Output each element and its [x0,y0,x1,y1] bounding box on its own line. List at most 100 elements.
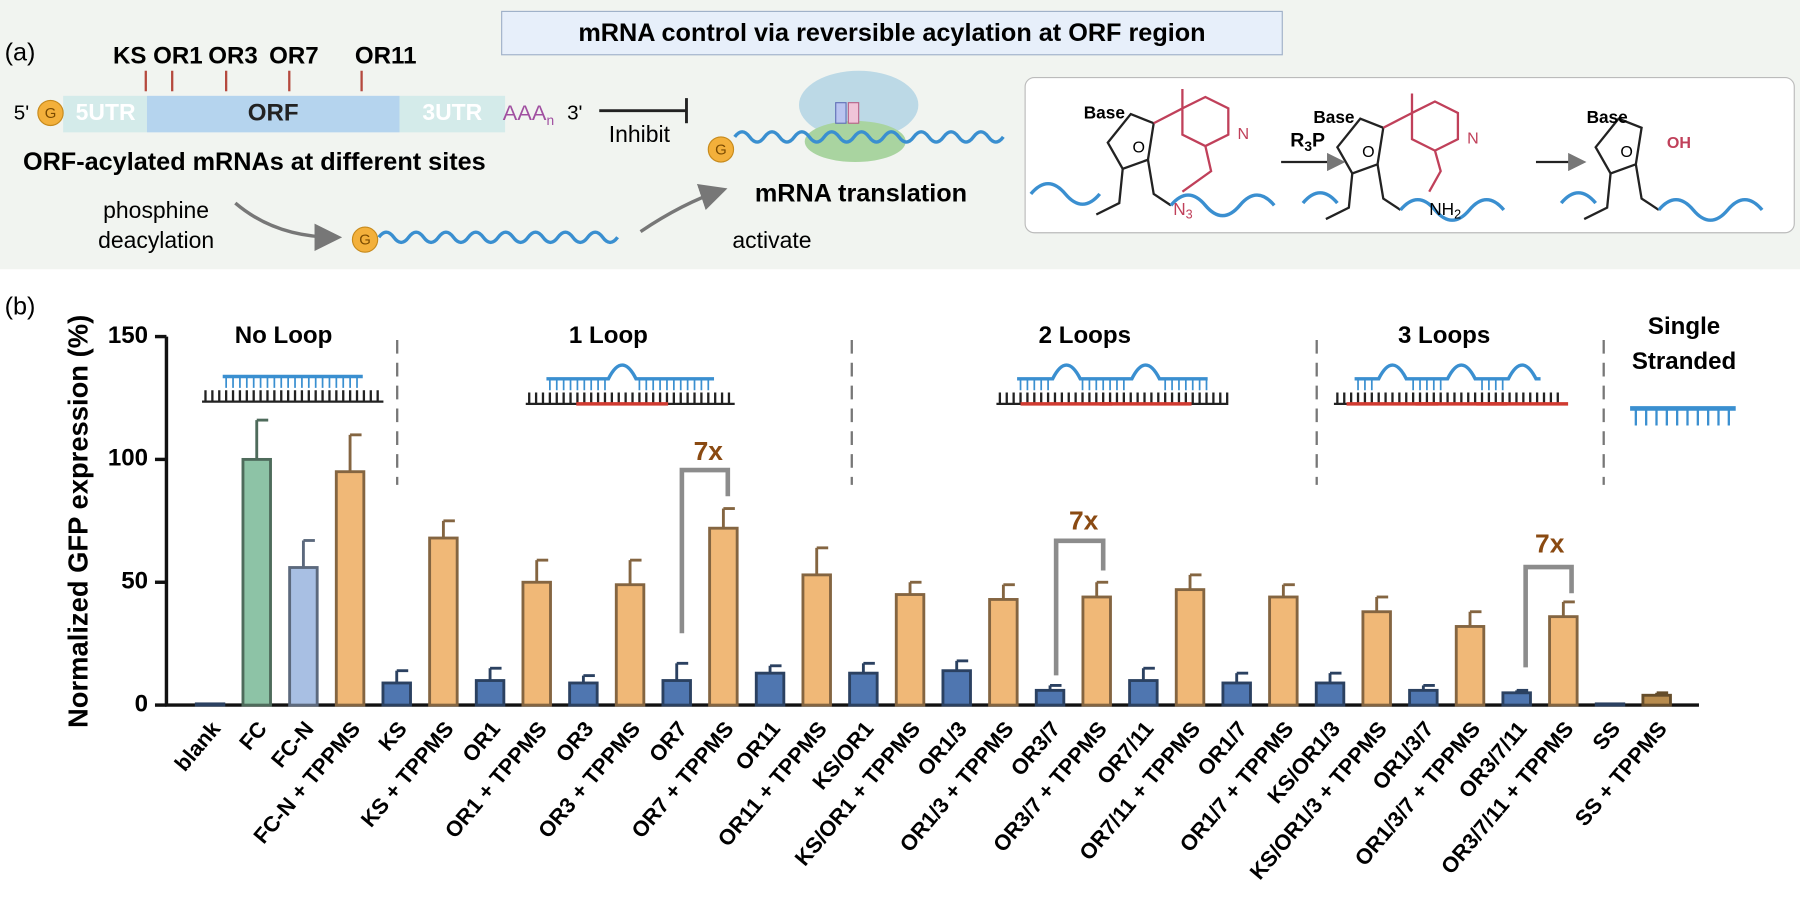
azide-text: N [1173,198,1185,218]
cap-label: G [715,143,727,159]
bar [474,679,506,707]
arrow [639,184,728,234]
strand [1019,378,1208,391]
reagent-sub: 3 [1304,139,1312,154]
poly-a-sub: n [546,113,554,128]
x-tick-label: FC [234,716,272,754]
bar [801,573,832,707]
bar [1314,681,1346,707]
annotation: 7x [694,436,724,466]
site: OR11 [355,42,417,69]
bar [1174,588,1206,707]
pyridine-n: N [1467,129,1479,147]
ring-o: O [1133,139,1146,157]
hydroxyl: OH [1667,134,1691,152]
acyl-groups [1153,88,1460,193]
bar [1221,681,1252,707]
cap [707,136,735,163]
bar [614,583,646,707]
base: Base [1587,107,1628,127]
poly-a: AAAn [503,100,554,128]
group-label: Single [1648,313,1720,340]
ring-o: O [1362,143,1375,161]
strand [546,363,715,381]
cap-label: G [359,233,371,249]
reagent-tail: P [1312,130,1325,152]
mrna-wave [733,130,1005,144]
strand [1634,408,1730,426]
bar [288,566,319,707]
site-arrows [144,70,363,92]
y-tick-label: 150 [108,322,148,349]
bar [1641,693,1672,707]
strand [1017,363,1208,381]
ring-o: O [1620,143,1633,161]
inhibit: Inhibit [609,121,671,147]
bracket [1053,538,1106,676]
site: OR7 [269,42,319,69]
site: KS [113,42,146,69]
poly-a-text: AAA [503,100,547,125]
translation: mRNA translation [755,180,967,208]
bar [381,681,412,707]
cap [37,99,64,127]
bar [1034,688,1066,707]
region: 3UTR [422,99,482,125]
trna [847,102,860,124]
annotation: 7x [1069,506,1099,536]
annotation: 7x [1535,528,1565,558]
activate: activate [732,227,811,253]
bracket [1523,564,1574,668]
y-tick-label: 0 [135,690,148,717]
bar [1548,615,1579,707]
bar [568,681,599,707]
amine-text: NH [1429,198,1454,218]
x-tick-label: KS [373,716,412,755]
group-label: No Loop [235,322,333,349]
base: Base [1313,107,1354,127]
y-tick-label: 50 [121,568,148,595]
strand [549,378,710,391]
pyridine-n: N [1238,125,1250,143]
mrna-wave [377,230,619,245]
five-prime: 5' [14,102,29,125]
group-label: 3 Loops [1398,322,1490,349]
bar [521,580,552,707]
orf [146,95,400,133]
bar [1408,688,1439,707]
bar [1594,702,1626,707]
title-box [501,10,1283,56]
bar [661,679,692,707]
bar [754,671,786,707]
sugar-rings [1095,112,1660,221]
deacylation: deacylation [98,227,214,253]
group-label: 2 Loops [1039,322,1131,349]
arrow [234,201,343,251]
x-tick-label: SS [1587,716,1625,754]
azide: N3 [1173,198,1192,221]
bar [708,526,739,707]
bar [1128,679,1159,707]
base: Base [1084,103,1125,123]
bar [1361,610,1392,707]
plot: 0 50 100 150 No Loop 1 Loop 2 Loops 3 Loops Sing… [108,313,1736,884]
bar [1081,595,1112,707]
region: 5UTR [76,99,136,125]
region: ORF [248,99,299,126]
utr3 [399,95,506,133]
bracket [679,467,731,634]
site: OR1 [153,42,203,69]
strand [202,390,384,403]
chem-waves [1029,181,1764,222]
amine: NH2 [1429,198,1461,221]
strand [1357,378,1504,391]
strand [225,376,358,388]
bar [241,457,272,707]
bar [894,593,926,707]
trna [835,102,847,124]
deacylation: phosphine [103,197,209,223]
cap [351,226,379,253]
acylated-label: ORF-acylated mRNAs at different sites [23,148,486,176]
